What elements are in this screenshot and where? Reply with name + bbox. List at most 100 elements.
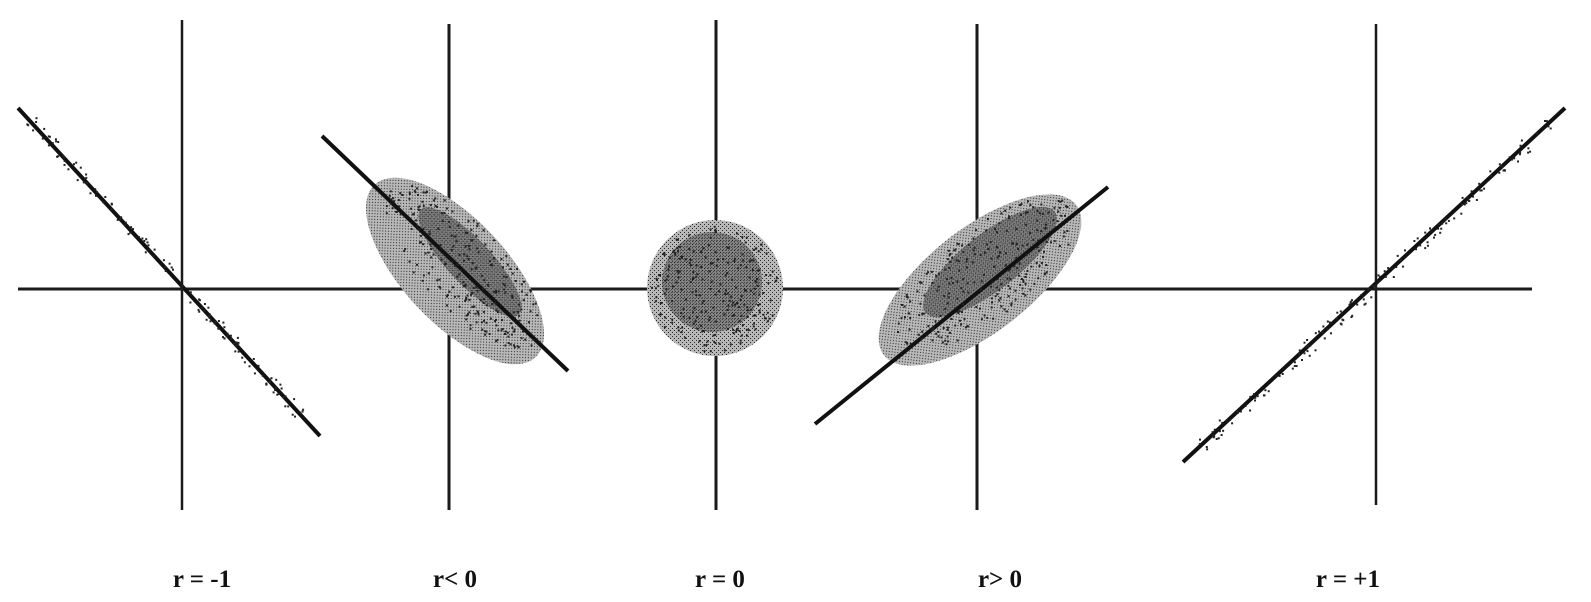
scatter-dot bbox=[1021, 287, 1024, 290]
scatter-dot bbox=[757, 250, 760, 253]
scatter-dot bbox=[663, 254, 666, 257]
scatter-dot bbox=[1045, 241, 1048, 243]
scatter-dot bbox=[1221, 421, 1224, 424]
scatter-dot bbox=[1211, 431, 1214, 434]
scatter-dot bbox=[750, 308, 753, 311]
scatter-dot bbox=[1503, 169, 1506, 172]
scatter-dot bbox=[73, 163, 75, 166]
scatter-dot bbox=[504, 284, 507, 287]
scatter-dot bbox=[1053, 206, 1056, 209]
scatter-dot bbox=[758, 269, 761, 272]
scatter-dot bbox=[466, 294, 469, 297]
scatter-dot bbox=[269, 381, 271, 384]
scatter-dot bbox=[1547, 125, 1550, 128]
scatter-dot bbox=[955, 259, 958, 262]
scatter-dot bbox=[94, 188, 97, 191]
scatter-dot bbox=[997, 255, 1000, 258]
scatter-dot bbox=[667, 268, 670, 271]
scatter-dot bbox=[467, 220, 470, 223]
scatter-dot bbox=[954, 324, 957, 327]
scatter-dot bbox=[704, 310, 707, 313]
scatter-dot bbox=[1309, 344, 1312, 347]
scatter-dot bbox=[983, 273, 985, 276]
scatter-dot bbox=[495, 324, 498, 327]
scatter-dot bbox=[465, 296, 468, 299]
scatter-dot bbox=[1342, 319, 1345, 322]
scatter-dot bbox=[692, 311, 695, 314]
scatter-dot bbox=[985, 229, 988, 232]
scatter-dot bbox=[760, 243, 763, 246]
scatter-dot bbox=[520, 290, 523, 293]
scatter-dot bbox=[771, 270, 774, 273]
scatter-dot bbox=[481, 328, 484, 331]
scatter-dot bbox=[497, 329, 500, 332]
scatter-dot bbox=[1041, 212, 1044, 215]
scatter-dot bbox=[530, 344, 533, 347]
scatter-dot bbox=[436, 279, 439, 282]
scatter-dot bbox=[671, 318, 674, 321]
scatter-dot bbox=[662, 253, 665, 255]
scatter-dot bbox=[973, 281, 976, 284]
scatter-dot bbox=[500, 329, 503, 332]
scatter-dot bbox=[1404, 249, 1406, 252]
scatter-dot bbox=[716, 258, 719, 261]
scatter-dot bbox=[1026, 243, 1029, 246]
scatter-dot bbox=[1377, 274, 1380, 277]
scatter-dot bbox=[476, 289, 479, 292]
scatter-dot bbox=[1015, 243, 1018, 246]
scatter-dot bbox=[1441, 222, 1444, 225]
scatter-dot bbox=[1040, 203, 1043, 206]
scatter-dot bbox=[1416, 237, 1419, 240]
scatter-dot bbox=[754, 314, 757, 317]
scatter-dot bbox=[695, 275, 698, 278]
scatter-dot bbox=[704, 256, 707, 259]
scatter-dot bbox=[671, 321, 674, 324]
scatter-dot bbox=[1433, 236, 1435, 239]
scatter-dot bbox=[701, 330, 704, 333]
scatter-dot bbox=[1500, 164, 1503, 167]
scatter-dot bbox=[120, 216, 123, 219]
scatter-dot bbox=[1349, 300, 1352, 303]
scatter-dot bbox=[512, 311, 515, 314]
scatter-dot bbox=[1064, 214, 1066, 217]
scatter-dot bbox=[677, 238, 679, 241]
scatter-dot bbox=[990, 285, 993, 288]
scatter-dot bbox=[1368, 287, 1371, 290]
scatter-dot bbox=[672, 285, 674, 288]
scatter-dot bbox=[234, 350, 237, 353]
scatter-dot bbox=[47, 135, 50, 138]
scatter-dot bbox=[427, 288, 430, 291]
scatter-dot bbox=[682, 307, 685, 310]
scatter-dot bbox=[516, 267, 518, 270]
scatter-dot bbox=[1517, 160, 1519, 163]
scatter-dot bbox=[663, 292, 666, 295]
scatter-dot bbox=[222, 321, 225, 324]
scatter-dot bbox=[1032, 206, 1035, 209]
scatter-dot bbox=[475, 321, 478, 324]
scatter-dot bbox=[1222, 429, 1225, 432]
scatter-dot bbox=[257, 364, 260, 367]
scatter-dot bbox=[971, 261, 974, 264]
scatter-dot bbox=[89, 192, 92, 195]
scatter-dot bbox=[754, 247, 757, 250]
scatter-dot bbox=[718, 290, 720, 293]
scatter-dot bbox=[1043, 273, 1046, 276]
scatter-dot bbox=[510, 333, 513, 336]
scatter-dot bbox=[1335, 317, 1338, 320]
scatter-dot bbox=[946, 326, 949, 329]
scatter-dot bbox=[735, 286, 738, 289]
scatter-dot bbox=[1468, 200, 1471, 202]
scatter-dot bbox=[422, 274, 425, 277]
scatter-dot bbox=[222, 336, 224, 339]
scatter-dot bbox=[116, 218, 119, 221]
scatter-dot bbox=[688, 261, 691, 264]
scatter-dot bbox=[695, 290, 698, 293]
scatter-dot bbox=[443, 199, 446, 202]
scatter-dot bbox=[41, 137, 44, 140]
scatter-dot bbox=[467, 258, 470, 261]
scatter-dot bbox=[1218, 430, 1221, 433]
scatter-dot bbox=[909, 342, 912, 345]
scatter-dot bbox=[903, 305, 906, 308]
scatter-dot bbox=[712, 306, 715, 309]
